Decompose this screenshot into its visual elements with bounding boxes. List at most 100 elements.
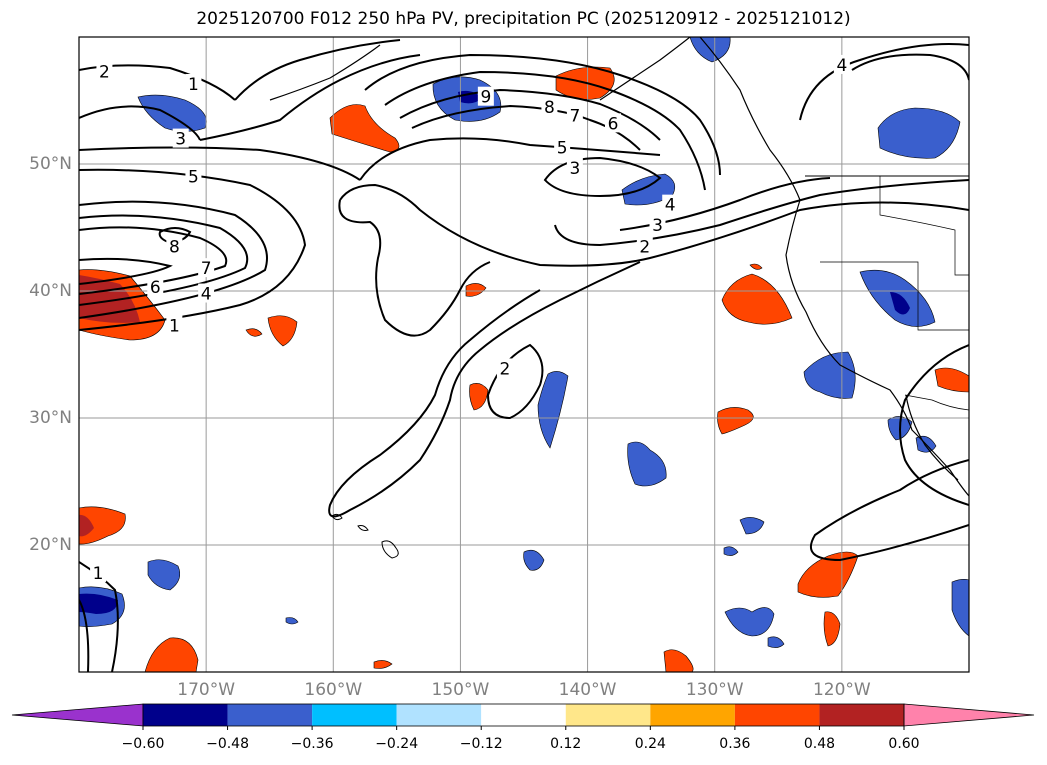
pv-contour-label: 2 <box>99 62 110 82</box>
colorbar-tick-label: 0.24 <box>634 736 666 752</box>
precip-negative-patch <box>621 173 676 206</box>
pv-contour-label: 4 <box>665 196 676 216</box>
pv-contour <box>486 343 544 420</box>
coastlines <box>269 37 969 497</box>
precip-negative-patch <box>137 94 207 132</box>
precip-positive-patch <box>245 328 263 337</box>
colorbar-tick-label: −0.48 <box>206 736 249 752</box>
precip-negative-patch <box>767 636 785 648</box>
precip-negative-patch <box>285 617 299 625</box>
mexico-border <box>904 394 969 411</box>
latitude-label: 20°N <box>29 535 72 555</box>
pv-contour <box>79 200 268 319</box>
pv-contour-label: 8 <box>169 238 180 258</box>
graticule <box>79 37 969 672</box>
pv-label-background <box>90 562 107 582</box>
precip-negative-patch <box>79 593 118 614</box>
precip-positive-patch <box>721 273 793 325</box>
pv-label-background <box>96 61 113 81</box>
pv-contour <box>79 168 307 331</box>
pv-label-background <box>147 277 164 297</box>
pv-contour <box>328 261 641 518</box>
pv-contour-label: 6 <box>150 278 161 298</box>
precip-positive-patch <box>144 637 199 672</box>
pv-contour <box>364 53 721 176</box>
pv-label-background <box>166 236 183 256</box>
colorbar-extend-low <box>11 703 144 727</box>
longitude-label: 170°W <box>177 680 236 700</box>
pv-contour <box>339 183 969 267</box>
pv-label-background <box>198 283 215 303</box>
colorbar-bin <box>312 704 397 726</box>
pv-contour-label: 1 <box>188 75 199 95</box>
pv-contour <box>554 179 969 247</box>
precip-positive-patch <box>663 649 694 672</box>
precip-positive-patch <box>465 283 487 297</box>
colorbar-tick-label: −0.24 <box>375 736 419 752</box>
pv-contour <box>234 39 401 101</box>
pv-label-background <box>172 128 189 148</box>
precip-positive-patch <box>79 506 126 545</box>
latitude-label: 40°N <box>29 281 72 301</box>
pv-contour-label: 1 <box>93 564 104 584</box>
colorbar-extend-high <box>903 703 1035 727</box>
colorbar-bin <box>227 704 313 726</box>
colorbar-bin <box>396 704 482 726</box>
longitude-label: 120°W <box>812 680 871 700</box>
colorbar-bin <box>481 704 566 726</box>
pv-contour <box>199 54 421 141</box>
pv-label-background <box>166 315 183 335</box>
us-state-borders <box>820 176 969 331</box>
colorbar <box>11 703 1035 730</box>
pv-contour-label: 5 <box>188 168 199 188</box>
pv-contour <box>79 146 361 181</box>
colorbar-tick-label: −0.12 <box>459 736 503 752</box>
precip-negative-patch <box>627 441 667 487</box>
colorbar-tick-label: −0.36 <box>290 736 334 752</box>
alaska-coast <box>269 37 691 101</box>
precip-negative-patch <box>877 107 961 159</box>
pv-contour-label: 5 <box>557 138 568 158</box>
precip-positive-patch <box>79 514 94 537</box>
pv-contour-label: 3 <box>652 216 663 236</box>
pv-contour <box>79 257 173 285</box>
pv-label-background <box>649 214 666 234</box>
colorbar-tick-label: 0.60 <box>888 736 920 752</box>
colorbar-tick-label: 0.36 <box>719 736 751 752</box>
pv-label-background <box>496 358 513 378</box>
pv-label-background <box>198 258 215 278</box>
pv-label-background <box>566 105 583 125</box>
precip-negative-patch <box>723 546 739 556</box>
precip-negative-patch <box>537 371 569 449</box>
colorbar-tick-label: 0.48 <box>803 736 836 752</box>
pv-contour <box>79 105 201 141</box>
colorbar-bin <box>565 704 651 726</box>
precip-negative-patch <box>890 292 910 315</box>
precip-negative-patch <box>147 559 181 591</box>
pv-label-background <box>185 73 202 93</box>
precip-positive-patch <box>749 263 763 270</box>
pv-contour-label: 9 <box>480 88 491 108</box>
pv-contour-label: 3 <box>175 130 186 150</box>
pv-label-background <box>554 137 571 157</box>
colorbar-frame <box>142 703 905 727</box>
precip-positive-patch <box>329 104 400 153</box>
precip-negative-patch <box>951 579 969 637</box>
precip-negative-patch <box>724 607 775 637</box>
pv-contour <box>899 344 969 506</box>
longitude-label: 140°W <box>558 680 617 700</box>
pv-label-background <box>541 96 558 116</box>
pv-contour-label: 7 <box>201 259 212 279</box>
pv-contour <box>359 137 661 181</box>
pv-contour-label: 7 <box>569 107 580 127</box>
precip-positive-patch <box>373 660 393 669</box>
longitude-label: 160°W <box>304 680 363 700</box>
pv-contour <box>338 199 491 337</box>
colorbar-tick-label: 0.12 <box>550 736 582 752</box>
precip-positive-patch <box>823 611 841 647</box>
pv-contour-label: 1 <box>169 316 180 336</box>
pv-contour-label: 4 <box>836 56 847 76</box>
